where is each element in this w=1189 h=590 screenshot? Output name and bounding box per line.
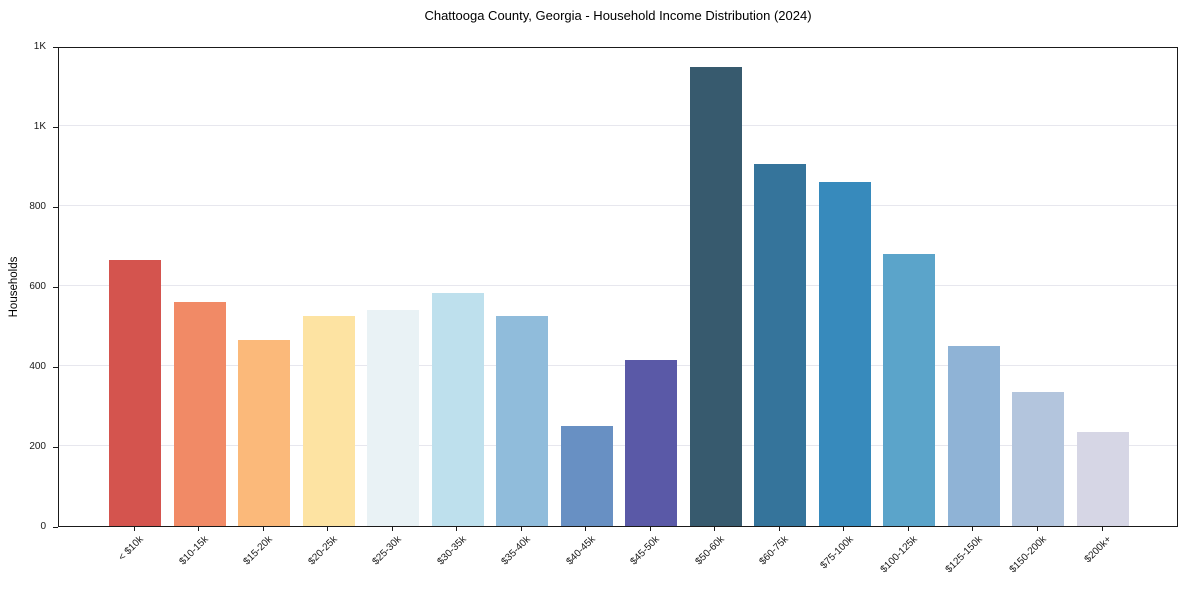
y-tick-label: 1K [33,121,46,132]
plot-area [58,47,1178,527]
x-tick-label: $35-40k [499,534,533,568]
gridline [59,445,1177,446]
gridline [59,205,1177,206]
gridline [59,125,1177,126]
bar [754,164,807,526]
y-tick-mark [53,46,58,48]
x-tick-label: $100-125k [878,534,921,576]
y-tick-label: 0 [40,521,46,532]
x-tick-label: $40-45k [564,534,598,568]
y-tick-mark [53,126,58,128]
bar [625,360,678,526]
y-tick-label: 400 [29,361,46,372]
y-tick-label: 800 [29,201,46,212]
bar [367,309,420,526]
x-tick-label: $125-150k [943,534,985,576]
gridline [59,285,1177,286]
x-tick-label: $10-15k [176,534,211,568]
x-tick-mark [972,527,974,531]
y-tick-mark [53,206,58,208]
x-tick-label: $45-50k [628,534,663,568]
bar [173,301,226,526]
y-tick-label: 600 [29,281,46,292]
y-tick-mark [53,446,58,448]
x-tick-label: $20-25k [306,534,340,568]
y-tick-mark [53,526,58,528]
bar [560,426,613,526]
x-tick-label: < $10k [116,534,146,564]
x-tick-mark [843,527,845,531]
y-tick-label: 1K [33,41,46,52]
bar [431,292,484,526]
x-tick-mark [1101,527,1103,531]
x-tick-mark [456,527,458,531]
bar [818,182,871,526]
x-tick-mark [907,527,909,531]
bar [238,340,291,526]
x-tick-label: $30-35k [435,534,469,568]
y-tick-mark [53,366,58,368]
x-tick-mark [391,527,393,531]
x-tick-mark [198,527,200,531]
x-tick-mark [327,527,329,531]
x-tick-mark [585,527,587,531]
x-tick-mark [714,527,716,531]
x-tick-label: $50-60k [693,534,727,568]
bar [302,316,355,526]
x-tick-mark [649,527,651,531]
bar [947,346,1000,526]
chart-title: Chattooga County, Georgia - Household In… [424,8,812,23]
bar [883,254,936,526]
x-tick-label: $200k+ [1082,534,1114,566]
x-tick-label: $60-75k [757,534,792,568]
x-tick-label: $150-200k [1008,534,1050,576]
bar [1077,432,1129,526]
x-tick-mark [520,527,522,531]
bar [1012,392,1065,526]
bar [496,315,549,526]
x-tick-label: $75-100k [818,534,856,572]
gridline [59,365,1177,366]
x-tick-mark [262,527,264,531]
x-tick-mark [133,527,135,531]
x-tick-label: $15-20k [241,534,275,568]
y-tick-label: 200 [29,441,46,452]
bar [689,67,742,526]
x-tick-mark [778,527,780,531]
bar [109,260,161,526]
x-tick-mark [1036,527,1038,531]
x-tick-label: $25-30k [370,534,404,568]
y-tick-mark [53,286,58,288]
